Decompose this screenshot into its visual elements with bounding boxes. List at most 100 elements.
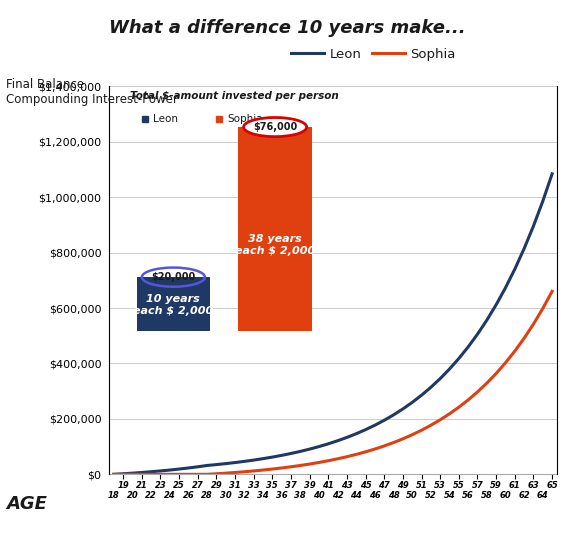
Sophia [222,470,229,476]
Leon [129,470,136,476]
Leon [511,266,518,272]
Leon [166,467,173,473]
Leon [334,438,341,444]
Sophia [119,471,126,478]
Leon [390,412,397,418]
Sophia [353,451,360,458]
Leon [297,448,304,454]
Text: Compounding Interest-Power: Compounding Interest-Power [6,93,177,106]
Sophia [278,465,285,471]
Sophia [213,471,220,477]
Sophia [418,427,425,433]
Leon [474,331,481,337]
Sophia [362,448,369,455]
Sophia [334,455,341,462]
Leon [540,198,546,204]
Sophia [157,471,164,478]
Sophia [521,335,528,342]
Sophia [502,360,509,366]
Leon [241,458,248,465]
Sophia [110,471,117,478]
Leon [371,422,378,429]
Leon [148,468,154,475]
Leon [492,301,499,308]
Sophia [297,462,304,469]
Sophia [511,348,518,354]
Leon [428,384,435,391]
Line: Sophia: Sophia [114,292,552,474]
Sophia [474,389,481,395]
Sophia [409,432,416,438]
Sophia [231,469,238,476]
Sophia [530,321,537,327]
Leon [138,469,145,476]
Sophia [381,443,387,449]
Leon [110,471,117,478]
Text: AGE: AGE [6,495,46,513]
Leon [502,285,509,291]
Sophia [269,466,276,472]
Legend: Leon, Sophia: Leon, Sophia [286,43,461,66]
Leon [521,245,528,252]
Leon [204,462,211,469]
Leon [446,366,453,372]
Leon [530,223,537,229]
Leon [288,450,294,457]
Sophia [176,471,183,478]
Sophia [371,446,378,452]
Sophia [343,453,350,460]
Sophia [316,459,323,466]
Line: Leon: Leon [114,174,552,474]
Sophia [390,439,397,446]
Leon [483,317,490,323]
Leon [269,454,276,460]
Sophia [250,468,257,474]
Leon [353,431,360,437]
Leon [325,440,332,447]
Leon [250,457,257,464]
Sophia [455,404,462,410]
Text: What a difference 10 years make...: What a difference 10 years make... [108,19,466,37]
Sophia [400,436,406,442]
Leon [157,468,164,474]
Sophia [259,467,266,473]
Leon [362,426,369,433]
Sophia [185,471,192,478]
Leon [549,171,556,177]
Sophia [465,397,472,403]
Sophia [446,411,453,417]
Leon [278,452,285,459]
Leon [176,466,183,472]
Sophia [540,305,546,312]
Sophia [325,458,332,464]
Leon [306,446,313,452]
Leon [194,464,201,470]
Sophia [428,422,435,429]
Leon [231,459,238,466]
Sophia [549,288,556,295]
Leon [316,444,323,450]
Sophia [306,461,313,467]
Sophia [483,380,490,386]
Leon [409,399,416,406]
Sophia [288,464,294,470]
Sophia [138,471,145,478]
Leon [343,434,350,441]
Sophia [492,370,499,377]
Leon [259,455,266,462]
Leon [418,392,425,398]
Sophia [194,471,201,478]
Sophia [437,417,444,423]
Leon [465,344,472,350]
Leon [185,465,192,471]
Leon [437,375,444,382]
Sophia [204,471,211,478]
Sophia [129,471,136,478]
Leon [381,417,387,424]
Sophia [241,468,248,475]
Text: Final Balance: Final Balance [6,78,84,91]
Sophia [166,471,173,478]
Leon [119,471,126,477]
Sophia [148,471,154,478]
Leon [222,460,229,467]
